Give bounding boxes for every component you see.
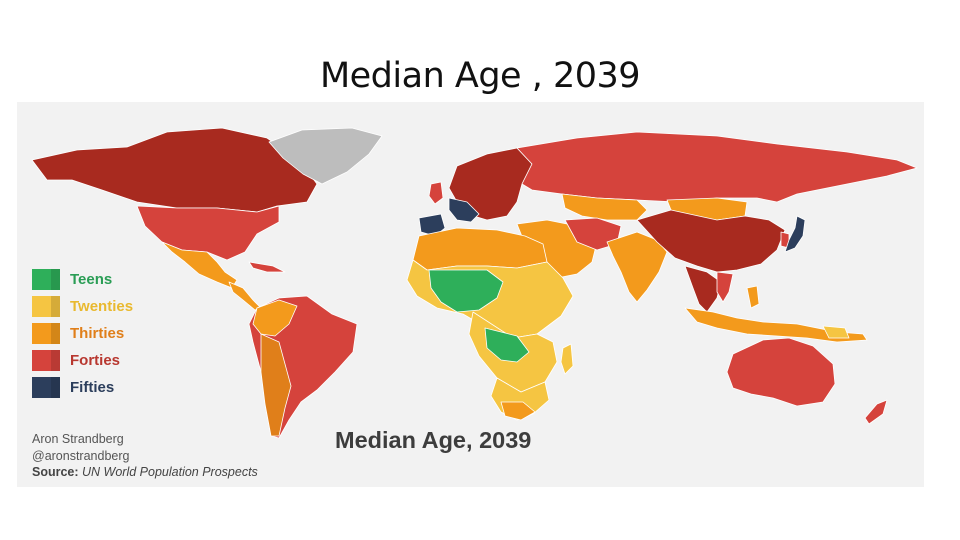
region-philippines: [746, 285, 760, 309]
region-russia: [516, 131, 918, 203]
map-legend: Teens Twenties Thirties Forties Fifties: [32, 266, 133, 401]
legend-item-fifties: Fifties: [32, 374, 133, 401]
legend-label-thirties: Thirties: [70, 325, 125, 342]
map-title: Median Age, 2039: [335, 427, 532, 453]
region-andes-north: [252, 299, 298, 337]
region-southeast-asia: [684, 265, 722, 313]
region-australia: [726, 337, 836, 407]
map-panel: Teens Twenties Thirties Forties Fifties …: [17, 102, 924, 487]
credit-source-label: Source:: [32, 465, 79, 479]
legend-label-forties: Forties: [70, 352, 121, 369]
region-png: [822, 325, 850, 339]
region-uk: [428, 181, 444, 205]
world-map: [31, 127, 918, 439]
legend-label-twenties: Twenties: [70, 298, 134, 315]
credit-source: Source: UN World Population Prospects: [32, 464, 258, 481]
region-greenland: [268, 127, 383, 185]
region-china: [636, 209, 786, 273]
region-vietnam-laos: [716, 271, 734, 303]
slide-title: Median Age , 2039: [319, 56, 641, 96]
region-caribbean: [248, 261, 286, 273]
legend-swatch-twenties: [32, 296, 60, 317]
region-western-europe: [448, 197, 480, 223]
legend-swatch-thirties: [32, 323, 60, 344]
credit-author: Aron Strandberg: [32, 432, 124, 446]
legend-label-teens: Teens: [70, 271, 113, 288]
region-canada-alaska: [31, 127, 318, 213]
credit-handle: @aronstrandberg: [32, 448, 130, 463]
region-central-america: [228, 281, 262, 311]
legend-item-twenties: Twenties: [32, 293, 133, 320]
legend-item-teens: Teens: [32, 266, 133, 293]
region-new-zealand: [864, 399, 888, 425]
region-central-africa-teens: [484, 327, 530, 363]
credit-source-value: UN World Population Prospects: [82, 465, 258, 479]
region-usa: [136, 205, 280, 261]
region-south-africa: [500, 401, 536, 421]
region-madagascar: [560, 343, 574, 375]
legend-item-forties: Forties: [32, 347, 133, 374]
region-japan: [784, 215, 806, 253]
legend-item-thirties: Thirties: [32, 320, 133, 347]
region-indonesia: [684, 307, 868, 343]
legend-swatch-teens: [32, 269, 60, 290]
region-andes-south: [260, 333, 292, 437]
region-west-africa-teens: [428, 269, 504, 313]
region-south-asia: [606, 231, 668, 303]
legend-label-fifties: Fifties: [70, 379, 115, 396]
map-credits: Aron Strandberg @aronstrandberg Source: …: [32, 431, 258, 481]
legend-swatch-forties: [32, 350, 60, 371]
legend-swatch-fifties: [32, 377, 60, 398]
